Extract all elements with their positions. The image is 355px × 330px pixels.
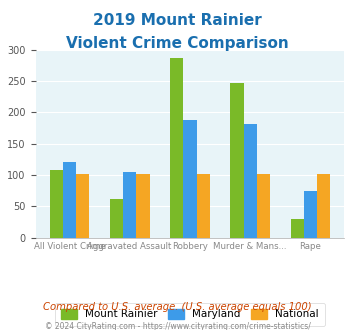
Text: Violent Crime Comparison: Violent Crime Comparison — [66, 36, 289, 51]
Text: © 2024 CityRating.com - https://www.cityrating.com/crime-statistics/: © 2024 CityRating.com - https://www.city… — [45, 322, 310, 330]
Bar — [76, 174, 89, 238]
Bar — [304, 190, 317, 238]
Legend: Mount Rainier, Maryland, National: Mount Rainier, Maryland, National — [55, 303, 325, 326]
Bar — [170, 58, 183, 238]
Bar — [50, 170, 63, 238]
Bar — [230, 83, 244, 238]
Bar — [257, 174, 270, 238]
Bar — [197, 174, 210, 238]
Bar — [136, 174, 149, 238]
Text: Compared to U.S. average. (U.S. average equals 100): Compared to U.S. average. (U.S. average … — [43, 302, 312, 312]
Text: 2019 Mount Rainier: 2019 Mount Rainier — [93, 13, 262, 28]
Bar — [110, 199, 123, 238]
Bar — [183, 120, 197, 238]
Bar — [123, 172, 136, 238]
Bar — [63, 162, 76, 238]
Bar — [290, 219, 304, 238]
Bar — [244, 124, 257, 238]
Bar — [317, 174, 330, 238]
